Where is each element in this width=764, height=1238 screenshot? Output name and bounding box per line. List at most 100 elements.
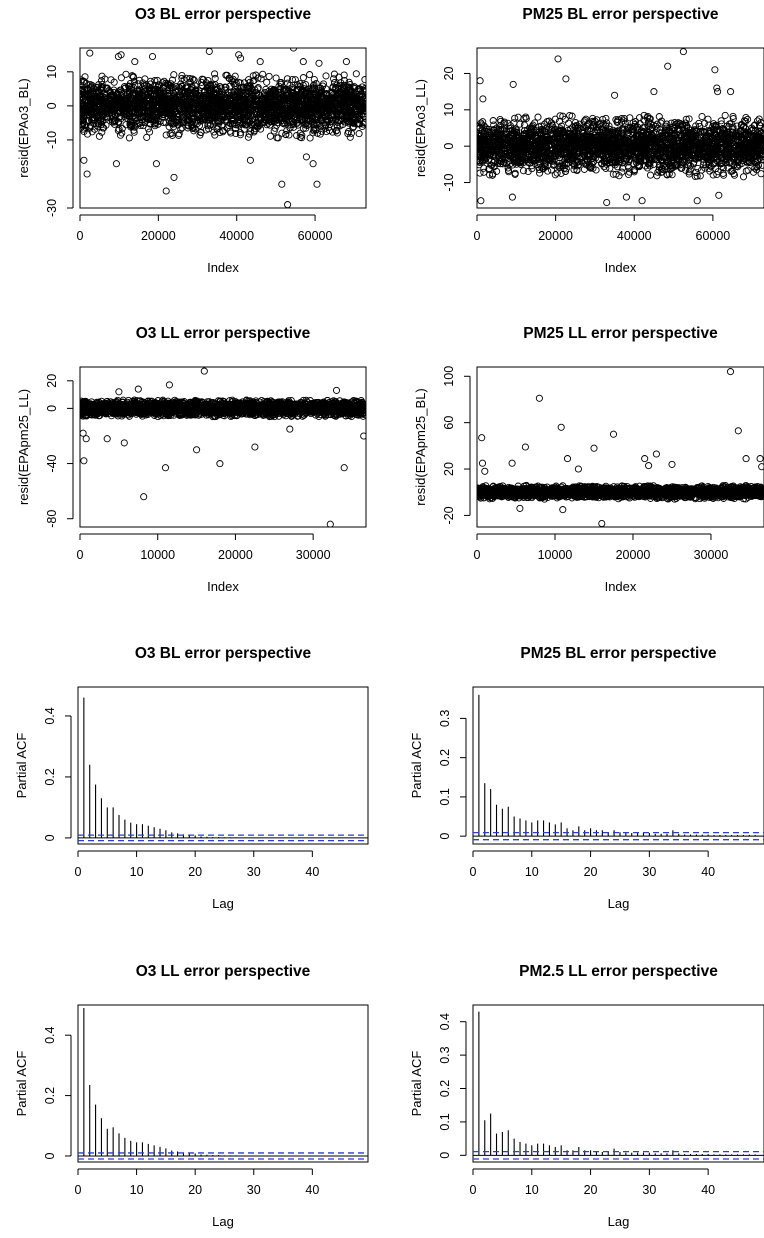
- data-point: [209, 93, 217, 101]
- data-point: [701, 119, 709, 127]
- data-point: [284, 79, 292, 87]
- data-point: [122, 95, 130, 103]
- data-point: [327, 95, 335, 104]
- data-point: [266, 132, 274, 140]
- panel-o3-bl-resid: O3 BL error perspective Index resid(EPAo…: [16, 6, 367, 275]
- data-point: [330, 75, 338, 83]
- data-point: [587, 164, 595, 172]
- data-point: [288, 75, 296, 84]
- data-point: [345, 113, 353, 121]
- data-point: [197, 128, 205, 136]
- panel-title: PM25 BL error perspective: [522, 6, 719, 23]
- data-point: [228, 76, 236, 84]
- data-point: [739, 173, 748, 181]
- data-point: [233, 102, 241, 110]
- data-point: [87, 109, 95, 117]
- data-point: [292, 104, 300, 112]
- data-point: [298, 107, 306, 115]
- data-point: [221, 103, 229, 111]
- data-point: [165, 123, 173, 131]
- data-point: [126, 79, 134, 88]
- data-point: [196, 113, 204, 121]
- data-point: [91, 93, 99, 102]
- data-point: [259, 119, 267, 127]
- outlier-point: [205, 48, 213, 55]
- data-point: [663, 170, 671, 178]
- data-point: [634, 153, 642, 161]
- data-point: [551, 115, 559, 123]
- data-point: [180, 76, 188, 84]
- data-point: [328, 88, 336, 96]
- data-point: [663, 126, 671, 134]
- data-point: [648, 123, 656, 132]
- data-point: [80, 103, 87, 111]
- data-point: [152, 99, 160, 107]
- data-point: [733, 162, 741, 170]
- data-point: [257, 75, 265, 83]
- data-point: [553, 143, 561, 151]
- x-tick-label: 40000: [617, 229, 652, 243]
- data-point: [230, 80, 238, 88]
- data-point: [88, 128, 96, 136]
- data-point: [750, 122, 758, 130]
- data-point: [355, 130, 363, 138]
- data-point: [232, 121, 240, 129]
- data-point: [103, 85, 111, 93]
- data-point: [280, 88, 288, 96]
- data-point: [240, 95, 249, 103]
- data-point: [729, 123, 737, 131]
- data-point: [178, 71, 186, 80]
- data-point: [682, 115, 690, 123]
- data-point: [350, 123, 358, 131]
- data-point: [254, 123, 262, 131]
- data-point: [303, 111, 311, 120]
- data-point: [304, 103, 312, 111]
- data-point: [522, 114, 530, 123]
- data-point: [154, 83, 162, 91]
- data-point: [662, 124, 670, 132]
- outlier-point: [237, 54, 245, 62]
- data-point: [172, 119, 180, 127]
- y-tick-label: 10: [442, 103, 456, 117]
- data-point: [126, 112, 134, 120]
- data-point: [339, 99, 347, 107]
- data-point: [640, 147, 648, 155]
- data-point: [223, 98, 231, 106]
- data-point: [324, 124, 333, 132]
- data-point: [204, 120, 212, 128]
- data-point: [145, 116, 153, 124]
- data-point: [274, 103, 282, 111]
- data-point: [535, 166, 543, 174]
- data-point: [114, 126, 122, 135]
- data-point: [331, 115, 339, 124]
- data-point: [730, 171, 739, 179]
- data-point: [97, 77, 106, 85]
- data-point: [115, 102, 123, 110]
- data-point: [110, 118, 119, 126]
- data-point: [195, 89, 203, 97]
- data-point: [580, 124, 588, 132]
- data-point: [547, 129, 555, 137]
- data-point: [209, 89, 217, 97]
- data-point: [286, 107, 294, 115]
- data-point: [671, 118, 679, 127]
- x-tick-label: 0: [77, 229, 84, 243]
- data-point: [699, 161, 707, 169]
- data-point: [240, 110, 248, 118]
- data-point: [636, 120, 644, 128]
- data-point: [359, 120, 366, 128]
- outlier-point: [278, 180, 286, 188]
- data-point: [307, 85, 315, 93]
- data-point: [498, 157, 506, 166]
- data-point: [209, 101, 217, 109]
- data-point: [151, 77, 159, 85]
- data-point: [742, 117, 750, 125]
- data-point: [161, 91, 169, 99]
- data-point: [286, 81, 294, 90]
- data-point: [742, 167, 750, 175]
- data-point: [555, 151, 563, 159]
- data-point: [338, 89, 346, 97]
- data-point: [134, 88, 142, 96]
